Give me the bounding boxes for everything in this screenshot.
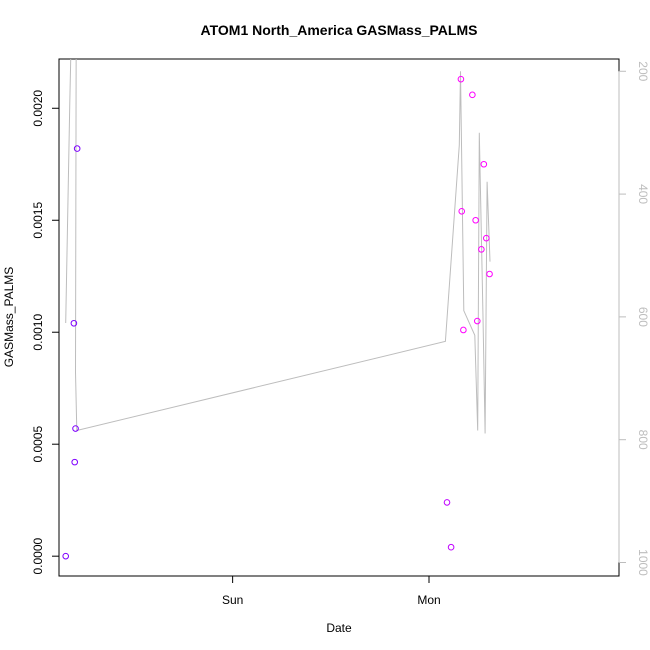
data-point — [472, 216, 479, 224]
data-point — [457, 75, 465, 83]
data-point — [486, 270, 493, 278]
y-tick-label: 0.0005 — [31, 426, 45, 463]
y-axis-right: 200 400 600 800 1000 — [618, 61, 650, 576]
chart-title: ATOM1 North_America GASMass_PALMS — [201, 22, 478, 38]
y-axis-left: 0.0000 0.0005 0.0010 0.0015 0.0020 — [31, 90, 60, 575]
x-tick-label: Mon — [417, 593, 440, 607]
y2-tick-label: 400 — [636, 184, 650, 204]
y-tick-label: 0.0010 — [31, 314, 45, 351]
y-tick-label: 0.0000 — [31, 538, 45, 575]
data-point — [62, 552, 70, 560]
y2-tick-label: 200 — [636, 61, 650, 81]
data-point — [458, 207, 466, 215]
x-tick-label: Sun — [222, 593, 243, 607]
y2-tick-label: 600 — [636, 307, 650, 327]
data-point — [480, 160, 488, 168]
data-point — [443, 499, 451, 506]
x-axis-label: Date — [326, 621, 352, 635]
y-axis-label: GASMass_PALMS — [2, 267, 16, 367]
y2-tick-label: 1000 — [636, 549, 650, 576]
plot-area — [58, 58, 620, 577]
y-tick-label: 0.0015 — [31, 202, 45, 239]
y2-tick-label: 800 — [636, 430, 650, 450]
data-point — [478, 246, 485, 253]
y-tick-label: 0.0020 — [31, 90, 45, 127]
data-point — [71, 458, 79, 466]
data-point — [72, 425, 79, 432]
data-point — [70, 319, 78, 327]
series-line-group — [65, 59, 491, 434]
data-point — [482, 234, 490, 242]
series-points-group — [62, 75, 493, 560]
data-point — [473, 317, 481, 325]
data-point — [469, 91, 476, 99]
series-line-path — [65, 59, 491, 434]
data-point — [460, 326, 467, 334]
x-axis: Sun Mon — [222, 575, 441, 607]
data-point — [447, 543, 455, 551]
data-point — [73, 145, 81, 152]
